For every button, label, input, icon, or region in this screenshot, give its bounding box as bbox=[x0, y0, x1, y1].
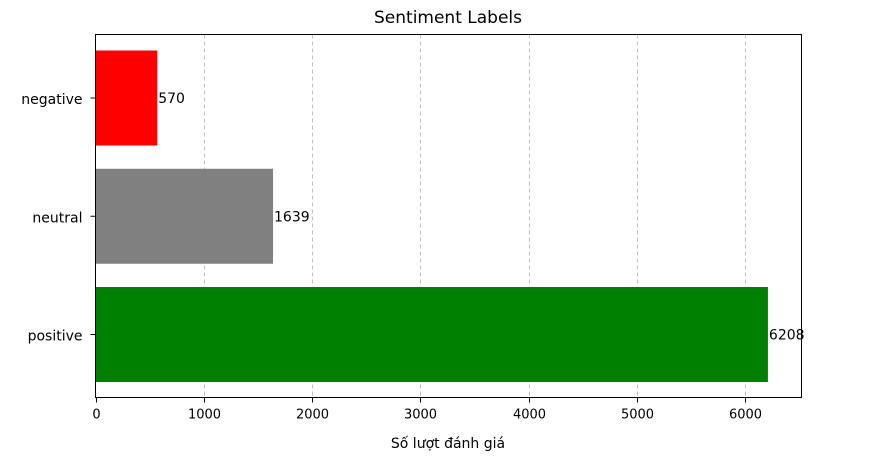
data-label-negative: 570 bbox=[158, 91, 185, 107]
y-tick-label: negative bbox=[21, 92, 82, 108]
data-labels: 570 1639 6208 bbox=[158, 91, 804, 344]
x-tick-label: 2000 bbox=[296, 408, 329, 423]
x-tick-label: 4000 bbox=[513, 408, 546, 423]
x-tick-label: 1000 bbox=[188, 408, 221, 423]
data-label-positive: 6208 bbox=[769, 328, 805, 344]
x-ticks: 0 1000 2000 3000 4000 5000 6000 bbox=[90, 97, 762, 423]
data-label-neutral: 1639 bbox=[274, 209, 310, 225]
bar-neutral bbox=[95, 168, 274, 264]
x-tick-label: 5000 bbox=[621, 408, 654, 423]
y-tick-label: positive bbox=[28, 329, 83, 345]
chart-title: Sentiment Labels bbox=[374, 8, 522, 28]
x-tick-label: 3000 bbox=[404, 408, 437, 423]
y-tick-label: neutral bbox=[32, 210, 82, 226]
bars bbox=[95, 50, 768, 382]
x-tick-label: 0 bbox=[92, 408, 100, 423]
bar-positive bbox=[95, 287, 768, 382]
y-category-labels: negative neutral positive bbox=[21, 92, 82, 345]
x-tick-label: 6000 bbox=[729, 408, 762, 423]
bar-negative bbox=[95, 50, 158, 146]
x-axis-label: Số lượt đánh giá bbox=[391, 435, 505, 452]
